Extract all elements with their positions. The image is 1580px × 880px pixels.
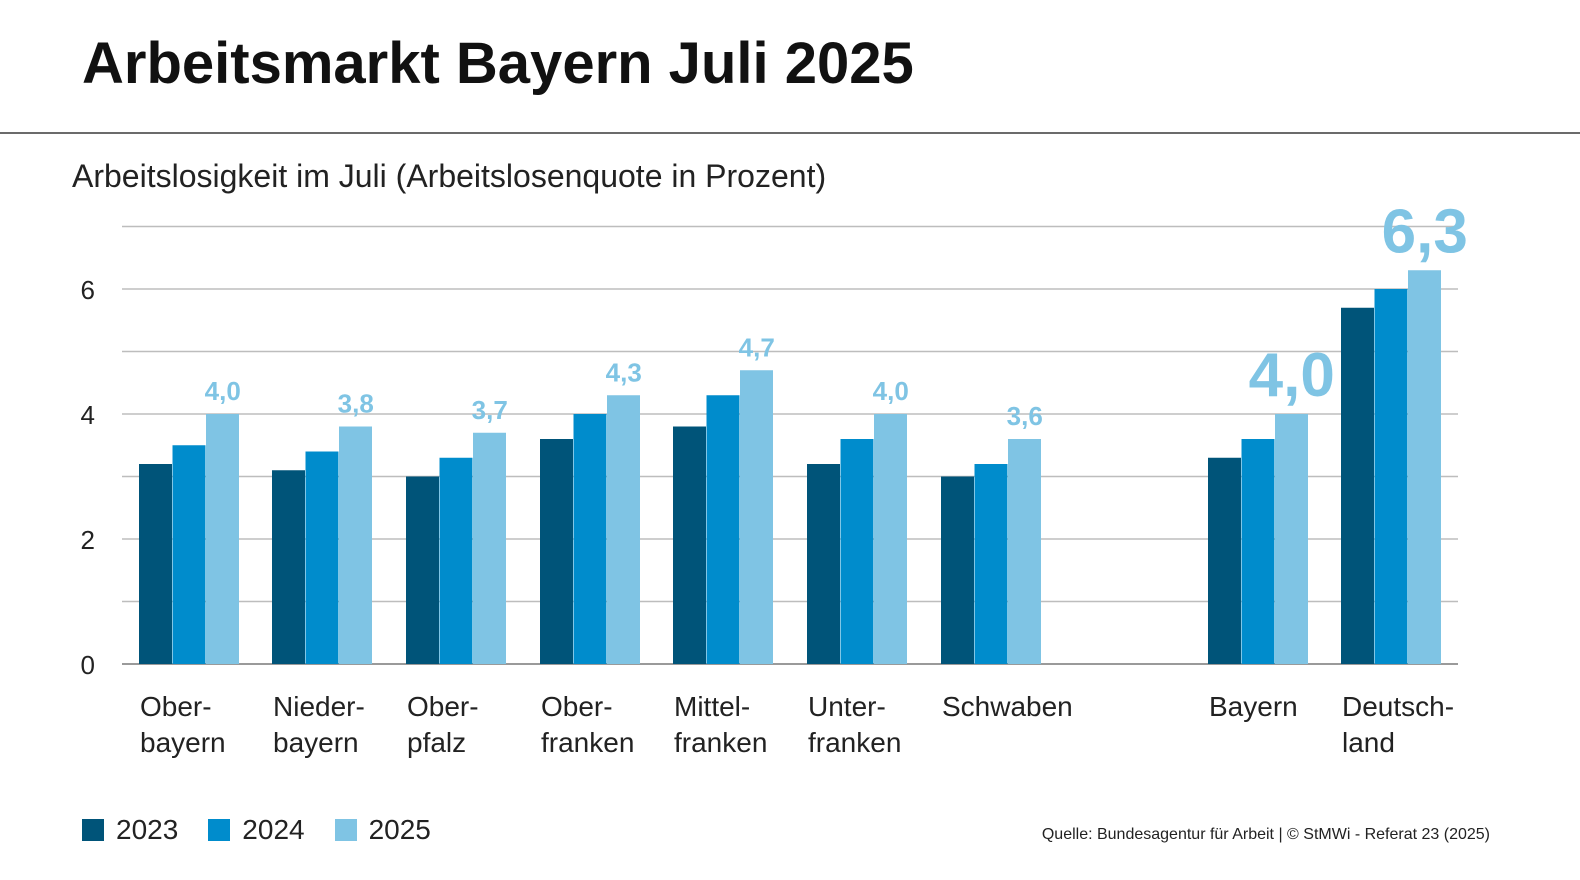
category-label: Nieder-	[273, 691, 365, 722]
legend-item-2024: 2024	[208, 814, 305, 846]
bar-2024	[172, 445, 206, 664]
bar-2025	[740, 370, 773, 664]
bar-2024	[1374, 289, 1408, 664]
y-tick-label: 2	[81, 525, 95, 555]
legend-swatch-2024	[208, 819, 231, 841]
data-label: 4,0	[1249, 341, 1335, 410]
legend: 2023 2024 2025	[82, 814, 461, 846]
bar-2024	[706, 395, 740, 664]
title-divider	[0, 132, 1580, 134]
y-tick-label: 0	[81, 650, 95, 680]
bar-2023	[406, 476, 439, 664]
data-label: 3,8	[338, 389, 374, 419]
bar-2025	[874, 414, 907, 664]
legend-label-2024: 2024	[242, 814, 305, 845]
legend-item-2025: 2025	[334, 814, 431, 846]
bar-2024	[305, 451, 339, 664]
data-label: 3,7	[472, 395, 508, 425]
legend-swatch-2023	[82, 819, 104, 841]
category-label: bayern	[140, 727, 226, 758]
category-label: land	[1342, 727, 1395, 758]
bar-2025	[473, 432, 506, 664]
page-title: Arbeitsmarkt Bayern Juli 2025	[82, 31, 914, 96]
category-label: franken	[541, 727, 634, 758]
bar-2025	[1008, 439, 1041, 664]
bar-2024	[573, 414, 607, 664]
category-label: Ober-	[541, 691, 613, 722]
category-label: Deutsch-	[1342, 691, 1454, 722]
bar-2024	[439, 457, 473, 664]
data-label: 4,7	[739, 332, 775, 362]
data-label: 4,0	[873, 376, 909, 406]
bar-2023	[540, 439, 573, 664]
category-label: Schwaben	[942, 691, 1073, 722]
bar-2023	[1341, 307, 1374, 664]
category-label: Ober-	[140, 691, 212, 722]
bar-2025	[339, 426, 372, 664]
bar-2025	[206, 414, 239, 664]
bar-2023	[139, 464, 172, 664]
y-tick-label: 4	[81, 400, 95, 430]
bar-2023	[272, 470, 305, 664]
bar-2023	[807, 464, 840, 664]
data-label: 3,6	[1007, 401, 1043, 431]
legend-swatch-2025	[334, 819, 357, 841]
source-note: Quelle: Bundesagentur für Arbeit | © StM…	[1041, 826, 1490, 843]
y-tick-label: 6	[81, 275, 95, 305]
data-label: 4,3	[606, 357, 642, 387]
category-label: Ober-	[407, 691, 479, 722]
bar-2024	[974, 464, 1008, 664]
category-label: bayern	[273, 727, 359, 758]
bar-2024	[1241, 439, 1275, 664]
category-label: franken	[808, 727, 901, 758]
bar-2025	[607, 395, 640, 664]
bar-2023	[1208, 457, 1241, 664]
data-label: 6,3	[1382, 197, 1468, 266]
category-label: Bayern	[1209, 691, 1298, 722]
category-label: franken	[674, 727, 767, 758]
bar-2025	[1408, 270, 1441, 664]
bar-2023	[941, 476, 974, 664]
data-label: 4,0	[205, 376, 241, 406]
category-label: pfalz	[407, 727, 466, 758]
category-label: Mittel-	[674, 691, 750, 722]
legend-item-2023: 2023	[82, 814, 178, 846]
bar-2023	[673, 426, 706, 664]
legend-label-2025: 2025	[368, 814, 431, 845]
bar-2025	[1275, 414, 1308, 664]
legend-label-2023: 2023	[116, 814, 179, 845]
chart-subtitle: Arbeitslosigkeit im Juli (Arbeitslosenqu…	[72, 158, 827, 194]
category-label: Unter-	[808, 691, 886, 722]
bar-2024	[840, 439, 874, 664]
